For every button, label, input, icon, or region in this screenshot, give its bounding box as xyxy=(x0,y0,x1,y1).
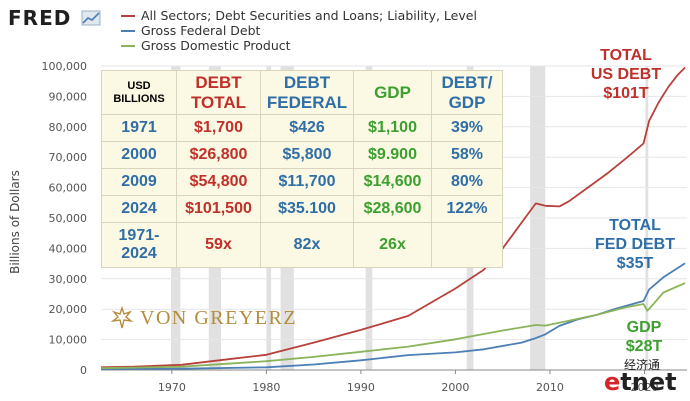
debt-total-cell: $26,800 xyxy=(176,141,261,169)
gdp-header: GDP xyxy=(353,70,432,115)
series-line-0 xyxy=(100,66,686,369)
legend-label: Gross Federal Debt xyxy=(141,23,261,38)
series-line-1 xyxy=(100,262,686,370)
debt-total-cell: $1,700 xyxy=(176,114,261,142)
legend-swatch xyxy=(121,29,135,32)
legend-label: Gross Domestic Product xyxy=(141,38,291,53)
y-tick-label: 50,000 xyxy=(49,212,88,225)
x-tick-label: 1970 xyxy=(158,381,186,394)
y-tick-label: 60,000 xyxy=(49,182,88,195)
x-tick-label: 2020 xyxy=(630,381,658,394)
gdp-cell: $14,600 xyxy=(353,168,432,196)
y-axis-label: Billions of Dollars xyxy=(8,170,22,274)
graph-icon xyxy=(81,10,101,26)
gdp-cell: $1,100 xyxy=(353,114,432,142)
debt-federal-cell: $426 xyxy=(260,114,354,142)
x-tick-label: 2000 xyxy=(441,381,469,394)
legend: All Sectors; Debt Securities and Loans; … xyxy=(121,8,477,53)
legend-swatch xyxy=(121,14,135,17)
gdp-cell: $9.900 xyxy=(353,141,432,169)
x-tick-label: 2010 xyxy=(536,381,564,394)
y-axis-ticks: 0 10,000 20,000 30,000 40,000 50,000 60,000 70,… xyxy=(42,60,88,377)
data-table: USD BILLIONS DEBT TOTAL DEBT FEDERAL GDP DE… xyxy=(101,70,503,268)
debt-federal-cell: $5,800 xyxy=(260,141,354,169)
fred-logo: FRED xyxy=(8,6,101,30)
ratio-cell: 122% xyxy=(431,195,503,223)
table-row: 2024 $101,500 $35.100 $28,600 122% xyxy=(101,195,503,223)
y-tick-label: 80,000 xyxy=(49,121,88,134)
total-debt-annotation: TOTAL US DEBT $101T xyxy=(590,47,662,102)
year-cell: 2024 xyxy=(101,195,177,223)
debt-total-header: DEBT TOTAL xyxy=(176,70,261,115)
legend-swatch xyxy=(121,44,135,47)
series-lines xyxy=(100,66,686,370)
table-row: 1971 $1,700 $426 $1,100 39% xyxy=(101,114,503,142)
units-header: USD BILLIONS xyxy=(101,70,177,115)
ratio-cell: 58% xyxy=(431,141,503,169)
debt-total-cell: $54,800 xyxy=(176,168,261,196)
series-line-2 xyxy=(100,282,686,370)
table-header-row: USD BILLIONS DEBT TOTAL DEBT FEDERAL GDP DE… xyxy=(101,70,503,115)
year-range-cell: 1971- 2024 xyxy=(101,222,177,268)
x-axis-ticks: 1970 1980 1990 2000 2010 2020 xyxy=(158,370,658,394)
y-tick-label: 40,000 xyxy=(49,242,88,255)
etnet-wordmark: etnet xyxy=(604,368,677,396)
debt-federal-cell: $11,700 xyxy=(260,168,354,196)
ratio-cell: 39% xyxy=(431,114,503,142)
debt-total-cell: $101,500 xyxy=(176,195,261,223)
debt-federal-header: DEBT FEDERAL xyxy=(260,70,354,115)
gdp-cell: $28,600 xyxy=(353,195,432,223)
ratio-header: DEBT/GDP xyxy=(431,70,503,115)
greyerz-crest-icon xyxy=(110,306,134,329)
watermark-text: VON GREYERZ xyxy=(140,306,298,329)
ratio-cell: 80% xyxy=(431,168,503,196)
y-tick-label: 0 xyxy=(80,364,87,377)
debt-federal-cell: $35.100 xyxy=(260,195,354,223)
debt-total-multiple: 59x xyxy=(176,222,261,268)
y-tick-label: 30,000 xyxy=(49,273,88,286)
legend-label: All Sectors; Debt Securities and Loans; … xyxy=(141,8,477,23)
gdp-annotation: GDP $28T xyxy=(625,319,663,355)
y-tick-label: 20,000 xyxy=(49,303,88,316)
y-tick-label: 90,000 xyxy=(49,90,88,103)
year-cell: 1971 xyxy=(101,114,177,142)
x-tick-label: 1990 xyxy=(347,381,375,394)
legend-item-federal-debt: Gross Federal Debt xyxy=(121,23,477,38)
von-greyerz-watermark: VON GREYERZ xyxy=(110,306,297,330)
legend-item-total-debt: All Sectors; Debt Securities and Loans; … xyxy=(121,8,477,23)
year-cell: 2000 xyxy=(101,141,177,169)
fed-debt-annotation: TOTAL FED DEBT $35T xyxy=(595,217,675,272)
table-row: 2000 $26,800 $5,800 $9.900 58% xyxy=(101,141,503,169)
gdp-multiple: 26x xyxy=(353,222,432,268)
y-tick-label: 70,000 xyxy=(49,151,88,164)
table-multiple-row: 1971- 2024 59x 82x 26x xyxy=(101,222,503,268)
etnet-chinese-label: 经济通 xyxy=(624,358,661,372)
debt-federal-multiple: 82x xyxy=(260,222,354,268)
y-tick-label: 10,000 xyxy=(49,334,88,347)
x-tick-label: 1980 xyxy=(252,381,280,394)
y-tick-label: 100,000 xyxy=(42,60,88,73)
legend-item-gdp: Gross Domestic Product xyxy=(121,38,477,53)
ratio-multiple xyxy=(431,222,503,268)
table-row: 2009 $54,800 $11,700 $14,600 80% xyxy=(101,168,503,196)
year-cell: 2009 xyxy=(101,168,177,196)
